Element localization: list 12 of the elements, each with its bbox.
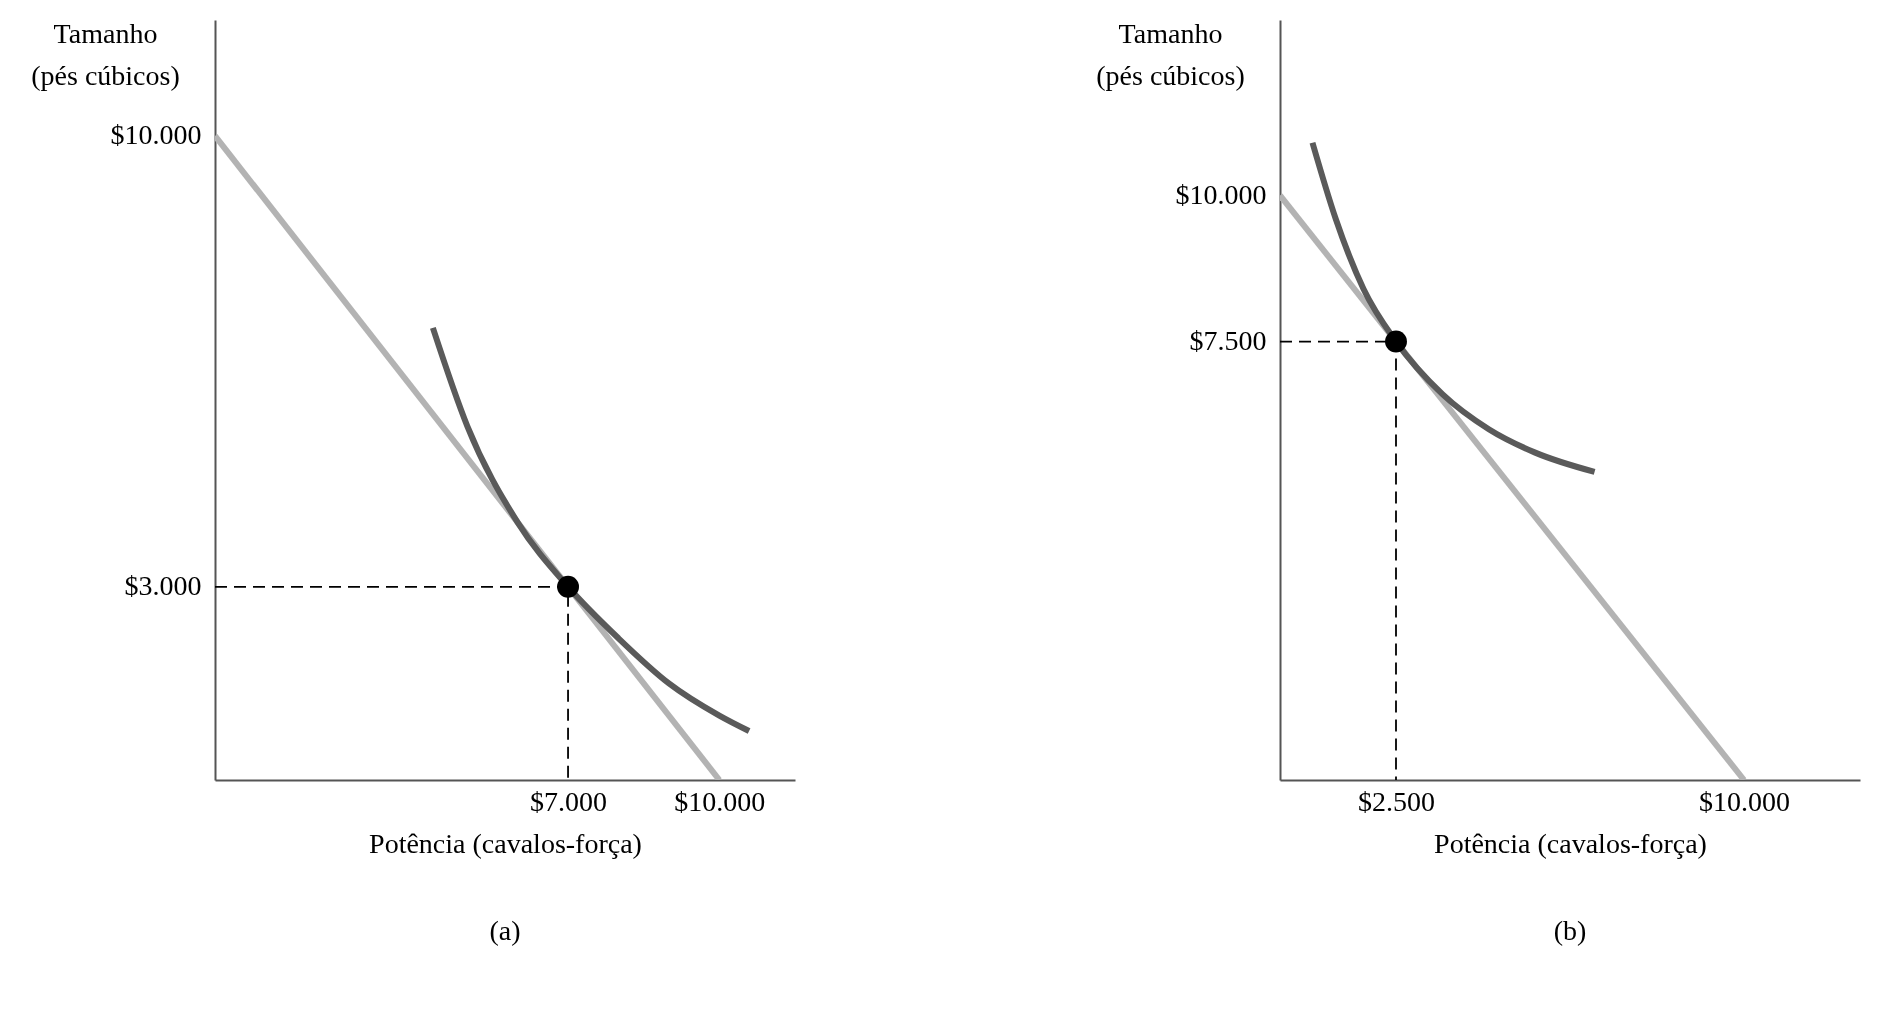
- x-axis-title: Potência (cavalos-força): [369, 827, 642, 859]
- x-tick-label: $10.000: [674, 785, 766, 817]
- x-tick-label: $2.500: [1358, 785, 1435, 817]
- text: (b): [1553, 915, 1587, 946]
- y-axis-title: Tamanho (pés cúbicos): [31, 17, 180, 91]
- text: (a): [489, 915, 521, 946]
- y-tick-label: $7.500: [1189, 325, 1267, 357]
- x-axis-title: Potência (cavalos-força): [1434, 827, 1707, 859]
- x-tick-label: $10.000: [1699, 785, 1790, 817]
- x-tick-label: $7.000: [530, 785, 608, 817]
- y-axis-title: Tamanho (pés cúbicos): [1096, 17, 1245, 91]
- y-tick-label: $3.000: [124, 570, 202, 602]
